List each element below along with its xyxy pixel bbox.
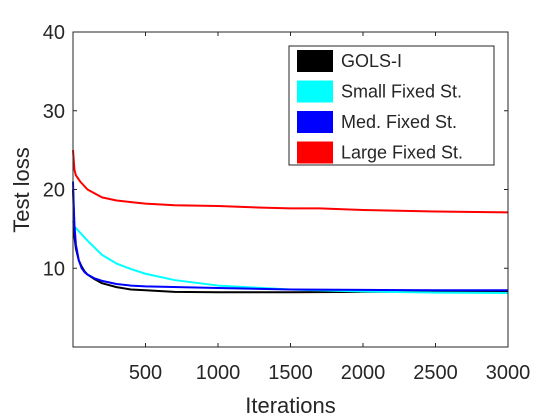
y-tick-label: 40 [43, 22, 65, 44]
legend-label: Med. Fixed St. [341, 112, 457, 132]
legend-swatch [297, 50, 333, 72]
y-axis-label: Test loss [9, 147, 34, 233]
x-tick-label: 1500 [268, 362, 313, 384]
series-line-3 [72, 150, 509, 214]
series-line-2 [72, 181, 508, 292]
ticks-layer: 500 1000 1500 2000 2500 3000 10 20 30 40 [43, 22, 531, 384]
x-tick-label: 2500 [413, 362, 458, 384]
legend-label: Large Fixed St. [341, 143, 463, 163]
y-tick-label: 30 [43, 101, 65, 123]
legend-label: GOLS-I [341, 51, 402, 71]
legend-label: Small Fixed St. [341, 82, 462, 102]
series-line-1 [72, 220, 509, 295]
x-tick-label: 3000 [486, 362, 531, 384]
x-axis-label: Iterations [245, 393, 336, 418]
series-layer [72, 150, 509, 295]
x-tick-label: 2000 [341, 362, 386, 384]
y-tick-label: 10 [43, 258, 65, 280]
y-tick-label: 20 [43, 180, 65, 202]
x-tick-label: 500 [129, 362, 162, 384]
legend: GOLS-I Small Fixed St. Med. Fixed St. Large… [288, 45, 495, 166]
legend-swatch [297, 80, 333, 103]
legend-swatch [297, 111, 333, 133]
x-tick-label: 1000 [196, 362, 241, 384]
legend-swatch [297, 141, 333, 164]
